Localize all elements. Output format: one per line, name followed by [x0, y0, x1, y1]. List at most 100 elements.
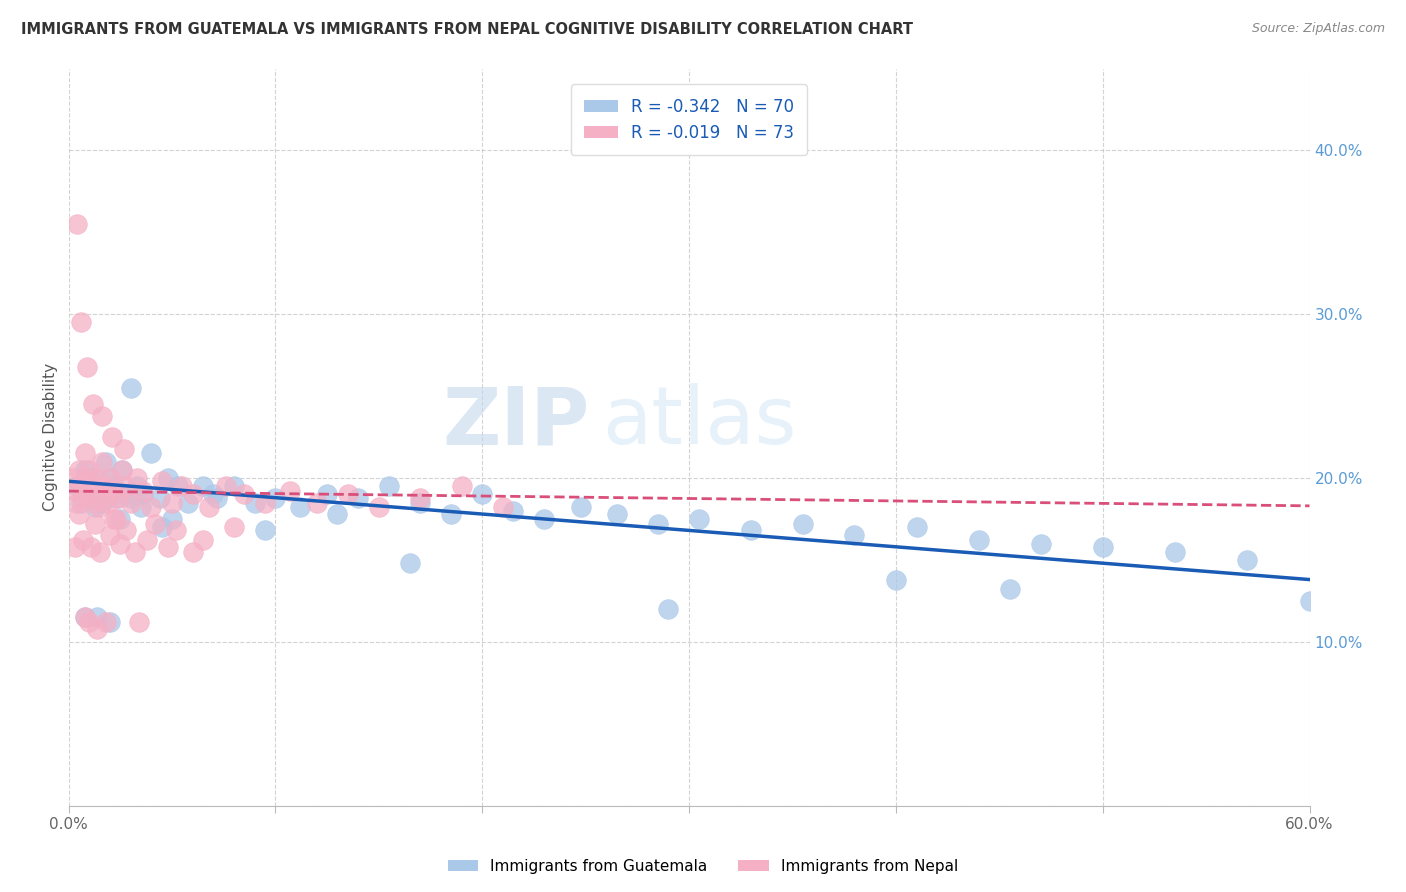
Point [222, 520, 245, 534]
Point [90, 409, 112, 423]
Point [82, 397, 104, 411]
Point [80, 487, 103, 501]
Point [471, 487, 494, 501]
Point [1091, 540, 1114, 554]
Point [409, 491, 432, 505]
Point [191, 479, 214, 493]
Point [156, 471, 179, 485]
Point [141, 446, 163, 460]
Point [378, 479, 401, 493]
Point [107, 491, 129, 505]
Point [115, 524, 138, 538]
Point [98, 471, 121, 485]
Point [86, 610, 108, 624]
Point [177, 495, 200, 509]
Point [198, 500, 221, 515]
Point [191, 533, 214, 548]
Point [84, 516, 107, 531]
Point [77, 463, 100, 477]
Point [82, 495, 104, 509]
Point [75, 610, 97, 624]
Y-axis label: Cognitive Disability: Cognitive Disability [44, 363, 58, 511]
Point [409, 495, 432, 509]
Point [688, 512, 710, 526]
Point [70, 315, 93, 329]
Point [75, 446, 97, 460]
Point [326, 507, 349, 521]
Point [125, 471, 148, 485]
Point [98, 471, 121, 485]
Point [998, 582, 1021, 597]
Point [77, 471, 100, 485]
Point [103, 479, 125, 493]
Point [141, 500, 163, 515]
Point [76, 475, 98, 489]
Point [80, 540, 103, 554]
Point [103, 512, 125, 526]
Point [181, 487, 204, 501]
Point [75, 463, 97, 477]
Text: ZIP: ZIP [443, 384, 589, 461]
Point [132, 484, 155, 499]
Point [101, 430, 124, 444]
Point [62, 471, 84, 485]
Point [80, 491, 103, 505]
Point [97, 495, 120, 509]
Legend: R = -0.342   N = 70, R = -0.019   N = 73: R = -0.342 N = 70, R = -0.019 N = 73 [571, 84, 807, 155]
Point [502, 504, 524, 518]
Point [492, 500, 515, 515]
Point [120, 495, 142, 509]
Point [1236, 553, 1258, 567]
Point [111, 463, 134, 477]
Point [264, 491, 287, 505]
Text: IMMIGRANTS FROM GUATEMALA VS IMMIGRANTS FROM NEPAL COGNITIVE DISABILITY CORRELAT: IMMIGRANTS FROM GUATEMALA VS IMMIGRANTS … [21, 22, 912, 37]
Point [94, 455, 117, 469]
Point [136, 533, 159, 548]
Point [63, 484, 86, 499]
Point [129, 500, 152, 515]
Point [181, 545, 204, 559]
Point [67, 463, 90, 477]
Point [253, 524, 276, 538]
Point [132, 487, 155, 501]
Point [75, 610, 97, 624]
Point [243, 495, 266, 509]
Point [207, 491, 229, 505]
Point [98, 615, 121, 629]
Point [124, 545, 146, 559]
Point [316, 487, 339, 501]
Point [120, 381, 142, 395]
Point [253, 495, 276, 509]
Point [156, 540, 179, 554]
Point [233, 487, 256, 501]
Point [202, 487, 225, 501]
Point [150, 475, 173, 489]
Point [160, 495, 183, 509]
Point [82, 479, 104, 493]
Point [76, 487, 98, 501]
Point [98, 528, 121, 542]
Point [94, 615, 117, 629]
Point [278, 484, 301, 499]
Point [93, 484, 115, 499]
Text: atlas: atlas [602, 384, 797, 461]
Point [792, 516, 814, 531]
Point [336, 487, 359, 501]
Point [76, 359, 98, 374]
Point [70, 479, 93, 493]
Point [150, 520, 173, 534]
Point [215, 479, 238, 493]
Point [571, 500, 593, 515]
Point [110, 512, 132, 526]
Point [94, 479, 117, 493]
Point [222, 479, 245, 493]
Point [103, 484, 125, 499]
Point [398, 556, 420, 570]
Point [740, 524, 762, 538]
Point [647, 516, 669, 531]
Point [89, 545, 111, 559]
Point [97, 491, 120, 505]
Point [111, 463, 134, 477]
Point [67, 507, 90, 521]
Point [105, 512, 128, 526]
